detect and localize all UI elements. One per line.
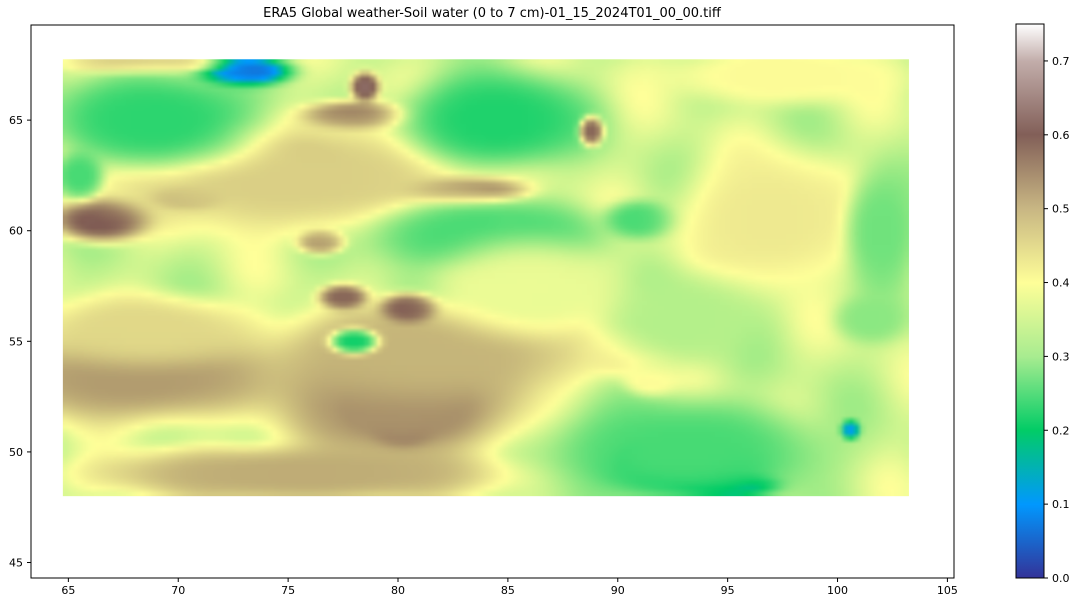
x-tick-label: 105 [937, 584, 958, 597]
x-tick-label: 65 [61, 584, 75, 597]
colorbar-tick-label: 0.3 [1052, 350, 1070, 363]
x-tick-label: 90 [611, 584, 625, 597]
y-tick-label: 60 [9, 225, 23, 238]
colorbar-tick-label: 0.0 [1052, 572, 1070, 585]
x-axis: 65 70 75 80 85 90 95 100 105 [61, 578, 958, 597]
y-tick-label: 50 [9, 446, 23, 459]
colorbar-tick-label: 0.6 [1052, 129, 1070, 142]
colorbar-frame [1015, 23, 1045, 579]
plot-frame [30, 24, 955, 579]
y-axis: 45 50 55 60 65 [9, 114, 31, 570]
colorbar-ticks: 0.0 0.1 0.2 0.3 0.4 0.5 0.6 0.7 [1044, 55, 1070, 585]
colorbar-tick-label: 0.2 [1052, 424, 1070, 437]
plot-area [30, 24, 955, 579]
colorbar-tick-label: 0.1 [1052, 498, 1070, 511]
x-tick-label: 70 [171, 584, 185, 597]
y-tick-label: 55 [9, 335, 23, 348]
y-tick-label: 65 [9, 114, 23, 127]
chart-title: ERA5 Global weather-Soil water (0 to 7 c… [263, 6, 722, 21]
colorbar-gradient [1016, 24, 1044, 578]
colorbar: 0.0 0.1 0.2 0.3 0.4 0.5 0.6 0.7 [1015, 23, 1070, 585]
colorbar-tick-label: 0.5 [1052, 203, 1070, 216]
x-tick-label: 85 [501, 584, 515, 597]
x-tick-label: 100 [827, 584, 848, 597]
y-tick-label: 45 [9, 557, 23, 570]
x-tick-label: 75 [281, 584, 295, 597]
colorbar-tick-label: 0.4 [1052, 277, 1070, 290]
colorbar-tick-label: 0.7 [1052, 55, 1070, 68]
heatmap-raster [62, 59, 909, 497]
x-tick-label: 95 [721, 584, 735, 597]
x-tick-label: 80 [391, 584, 405, 597]
